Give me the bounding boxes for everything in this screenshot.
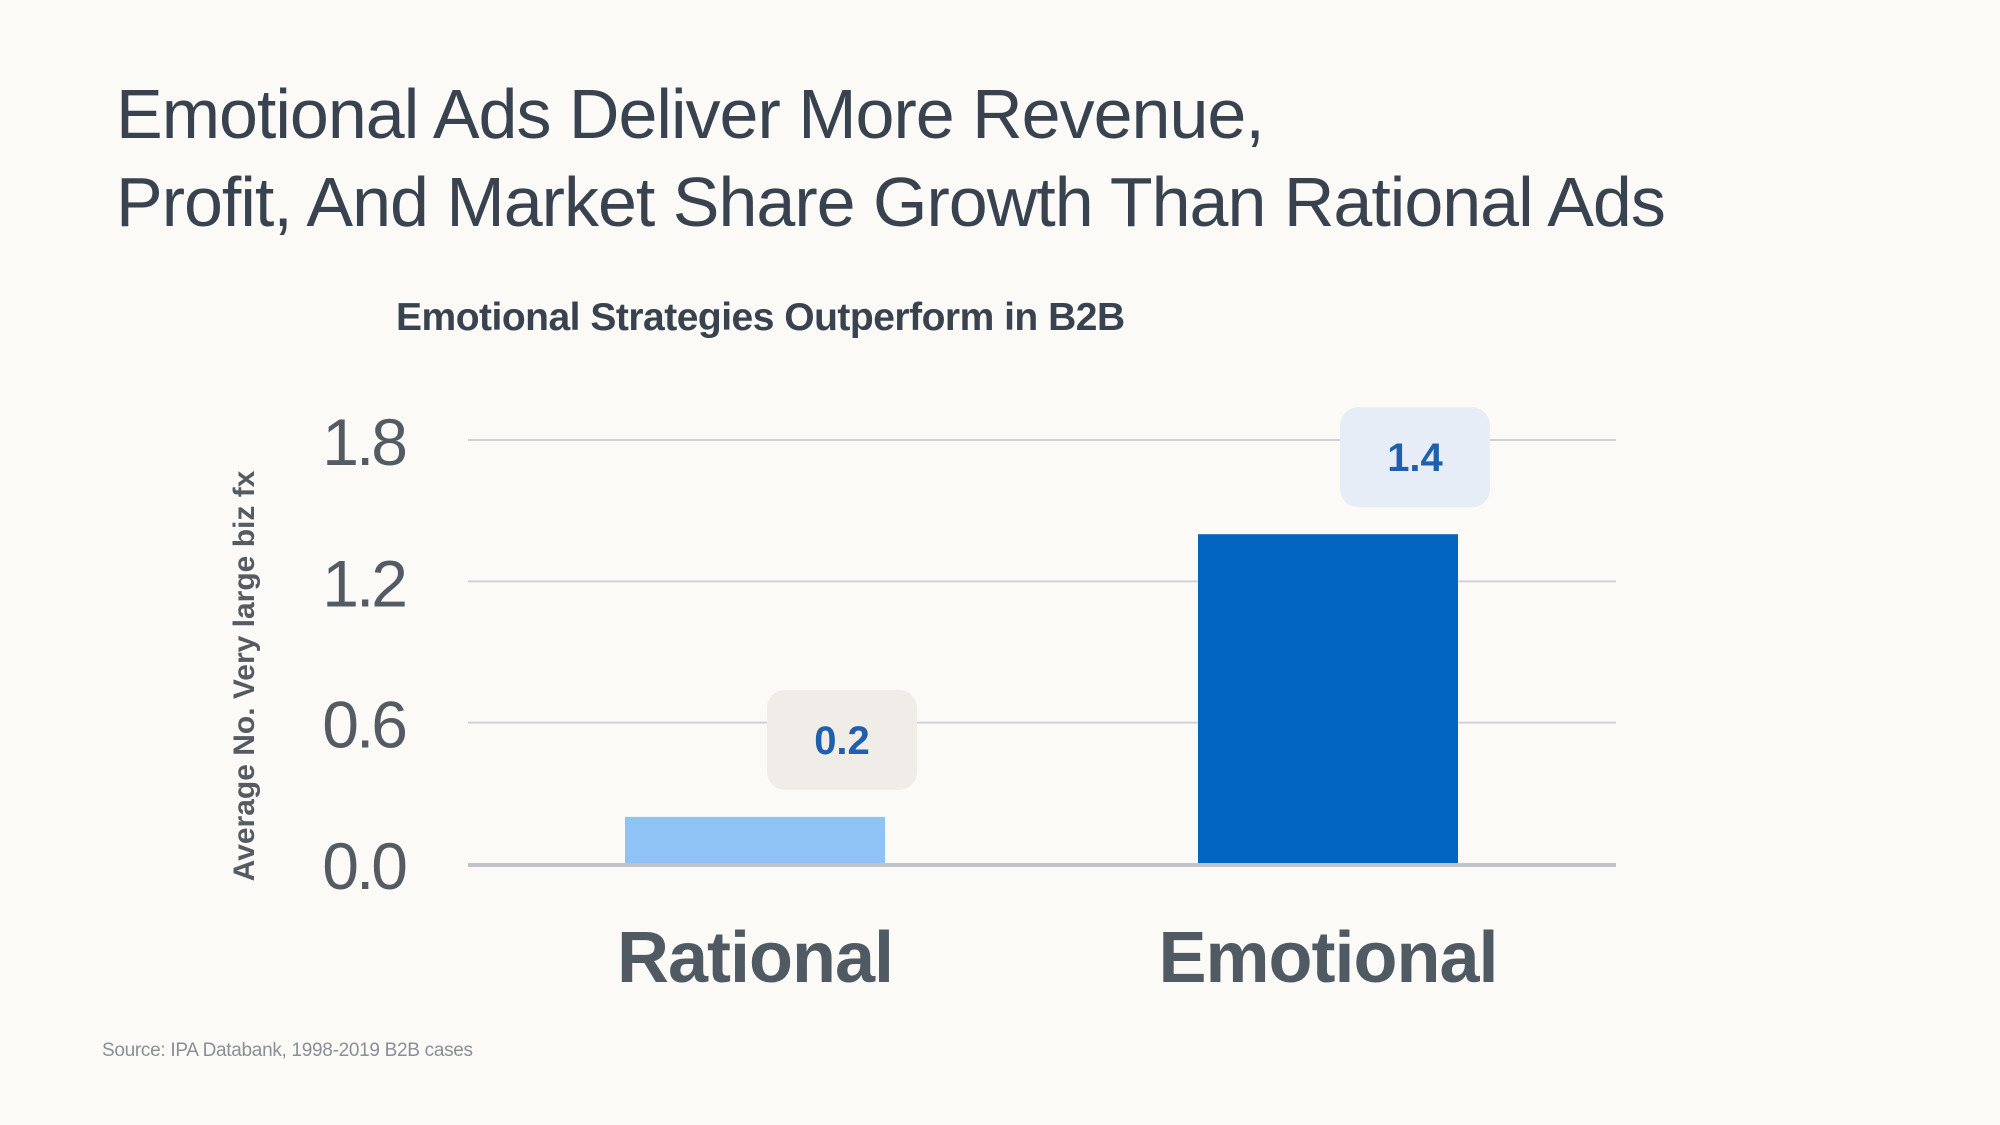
chart-title: Emotional Strategies Outperform in B2B	[396, 296, 1125, 339]
value-label-box	[1340, 407, 1490, 508]
y-tick-label: 1.8	[322, 405, 405, 479]
y-tick-label: 1.2	[322, 546, 405, 620]
y-tick-label: 0.0	[322, 829, 406, 903]
slide-title: Emotional Ads Deliver More Revenue, Prof…	[116, 70, 1876, 246]
value-label-box	[767, 689, 917, 790]
value-label: 0.2	[814, 719, 870, 763]
y-tick-label: 0.6	[322, 688, 405, 762]
source-note: Source: IPA Databank, 1998-2019 B2B case…	[102, 1040, 473, 1061]
x-tick-label: Emotional	[1158, 918, 1497, 998]
value-label: 1.4	[1387, 436, 1443, 480]
bar-emotional	[1198, 534, 1458, 864]
y-axis-label: Average No. Very large biz fx	[228, 470, 261, 881]
bar-rational	[625, 816, 885, 864]
slide-title-line-1: Emotional Ads Deliver More Revenue,	[116, 75, 1265, 153]
slide-title-line-2: Profit, And Market Share Growth Than Rat…	[116, 163, 1666, 241]
x-tick-label: Rational	[617, 918, 893, 998]
